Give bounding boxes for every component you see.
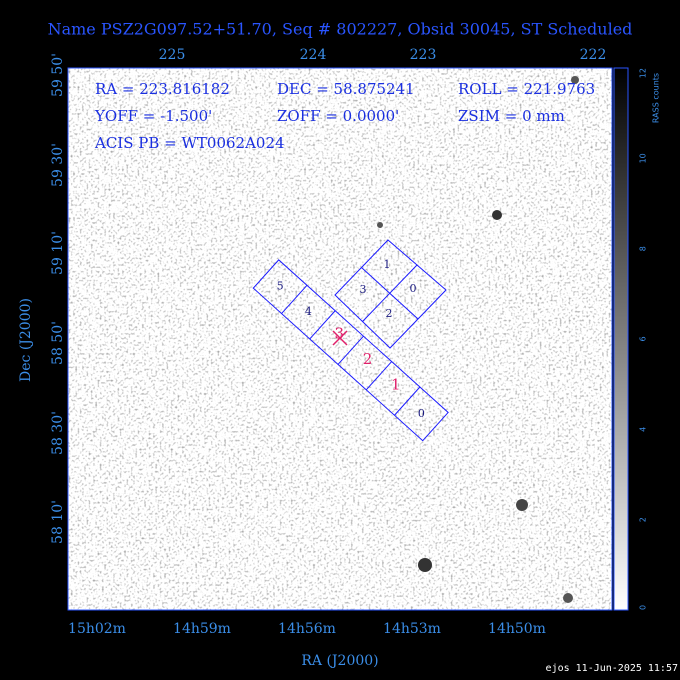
colorbar-tick-label: 4: [639, 427, 648, 432]
left-tick-label: 59 30': [50, 143, 66, 187]
top-tick-label: 222: [580, 47, 607, 63]
footer: ejos 11-Jun-2025 11:57: [546, 663, 678, 674]
chip-border: [281, 284, 308, 314]
info-zoff: ZOFF = 0.0000': [277, 107, 399, 125]
colorbar-tick-label: 8: [639, 246, 648, 251]
bottom-tick-label: 14h50m: [488, 621, 546, 637]
bottom-tick-label: 14h59m: [173, 621, 231, 637]
chip-label: 3: [335, 325, 345, 343]
chip-label: 1: [384, 258, 391, 271]
chip-label: 2: [363, 350, 373, 368]
colorbar: [613, 67, 629, 611]
top-tick-label: 224: [300, 47, 327, 63]
chip-border: [365, 361, 393, 391]
chip-label: 4: [305, 305, 312, 318]
top-tick-label: 223: [410, 47, 437, 63]
chip-label: 5: [277, 280, 284, 293]
info-roll: ROLL = 221.9763: [458, 80, 595, 98]
left-tick-label: 58 10': [50, 500, 66, 544]
bottom-tick-label: 14h53m: [383, 621, 441, 637]
y-axis-label: Dec (J2000): [18, 298, 34, 382]
chip-label: 2: [386, 307, 393, 320]
chip-label: 3: [360, 283, 367, 296]
info-yoff: YOFF = -1.500': [94, 107, 212, 125]
top-tick-label: 225: [159, 47, 186, 63]
bottom-tick-label: 14h56m: [278, 621, 336, 637]
left-tick-label: 59 50': [50, 53, 66, 97]
acis-s-array: [252, 259, 449, 442]
colorbar-tick-label: 12: [639, 68, 648, 78]
acis-i-array: [334, 239, 447, 349]
info-acis: ACIS PB = WT0062A024: [94, 134, 285, 152]
x-axis-label: RA (J2000): [301, 653, 378, 669]
chip-label: 0: [410, 282, 417, 295]
left-tick-label: 58 30': [50, 411, 66, 455]
colorbar-label: RASS counts: [652, 73, 661, 123]
title: Name PSZ2G097.52+51.70, Seq # 802227, Ob…: [48, 20, 633, 39]
chip-label: 0: [418, 407, 425, 420]
chip-border: [337, 335, 364, 365]
info-ra: RA = 223.816182: [95, 80, 230, 98]
colorbar-tick-label: 10: [639, 153, 648, 163]
colorbar-tick-label: 6: [639, 336, 648, 341]
bottom-tick-label: 15h02m: [68, 621, 126, 637]
left-tick-label: 58 50': [50, 321, 66, 365]
aimpoint-marker: [332, 330, 348, 346]
info-zsim: ZSIM = 0 mm: [458, 107, 565, 125]
left-tick-label: 59 10': [50, 231, 66, 275]
chip-border: [309, 310, 336, 340]
chip-label: 1: [391, 375, 401, 393]
info-dec: DEC = 58.875241: [277, 80, 415, 98]
colorbar-tick-label: 2: [639, 517, 648, 522]
chip-border: [394, 386, 421, 416]
plot-frame: [67, 67, 613, 611]
colorbar-tick-label: 0: [639, 605, 648, 610]
